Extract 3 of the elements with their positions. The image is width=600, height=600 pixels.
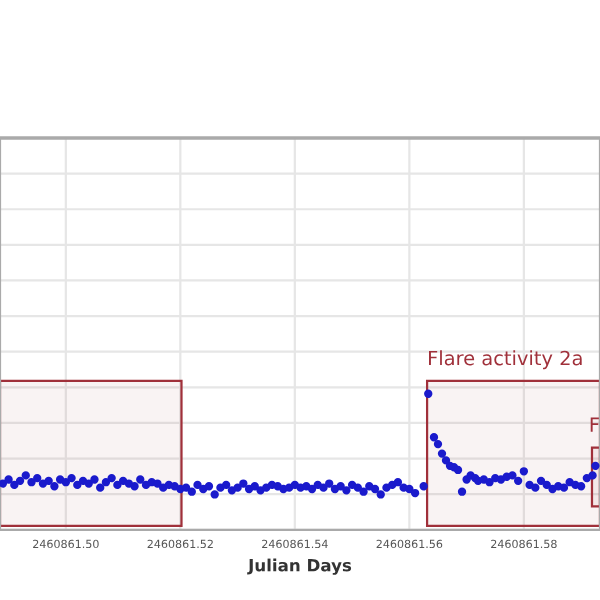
band-label: Flare activity 2a [429, 350, 582, 370]
x-axis-title: Julian Days [247, 558, 352, 575]
band-label: F [590, 417, 599, 432]
